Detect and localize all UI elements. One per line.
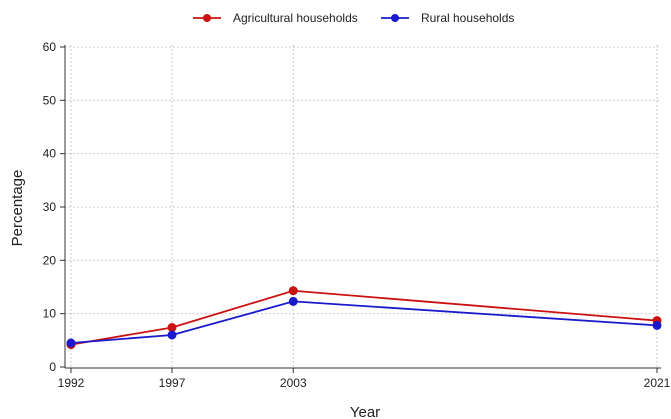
data-point-rural-households-2003 bbox=[288, 296, 298, 306]
data-point-rural-households-2021 bbox=[652, 320, 662, 330]
legend-label-agricultural-households: Agricultural households bbox=[233, 11, 358, 25]
axes bbox=[60, 45, 661, 373]
y-tick-label-30: 30 bbox=[43, 200, 57, 214]
legend: Agricultural households Rural households bbox=[193, 11, 514, 25]
data-point-agricultural-households-1997 bbox=[167, 323, 177, 333]
x-tick-label-1997: 1997 bbox=[159, 376, 186, 390]
x-tick-labels: 1992 1997 2003 2021 bbox=[58, 376, 671, 390]
x-axis-title: Year bbox=[350, 404, 380, 419]
y-axis-title: Percentage bbox=[9, 170, 26, 247]
x-tick-label-1992: 1992 bbox=[58, 376, 85, 390]
y-tick-label-20: 20 bbox=[43, 253, 57, 267]
legend-item-rural-households: Rural households bbox=[381, 11, 514, 25]
data-point-rural-households-1992 bbox=[66, 338, 76, 348]
data-point-rural-households-1997 bbox=[167, 330, 177, 340]
y-tick-label-60: 60 bbox=[43, 40, 57, 54]
y-tick-labels: 0 10 20 30 40 50 60 bbox=[43, 40, 57, 374]
y-tick-label-10: 10 bbox=[43, 307, 57, 321]
y-tick-label-40: 40 bbox=[43, 147, 57, 161]
series-rural-households bbox=[66, 296, 662, 348]
legend-marker-rural-households bbox=[391, 14, 399, 22]
y-tick-label-50: 50 bbox=[43, 93, 57, 107]
x-tick-label-2021: 2021 bbox=[644, 376, 671, 390]
series-line-agricultural-households bbox=[70, 289, 658, 346]
series-line-rural-households bbox=[70, 300, 658, 344]
series-group bbox=[66, 286, 662, 350]
series-agricultural-households bbox=[66, 286, 662, 350]
legend-marker-agricultural-households bbox=[203, 14, 211, 22]
legend-label-rural-households: Rural households bbox=[421, 11, 514, 25]
y-tick-label-0: 0 bbox=[49, 360, 56, 374]
data-point-agricultural-households-2003 bbox=[288, 286, 298, 296]
x-tick-label-2003: 2003 bbox=[280, 376, 307, 390]
legend-item-agricultural-households: Agricultural households bbox=[193, 11, 358, 25]
